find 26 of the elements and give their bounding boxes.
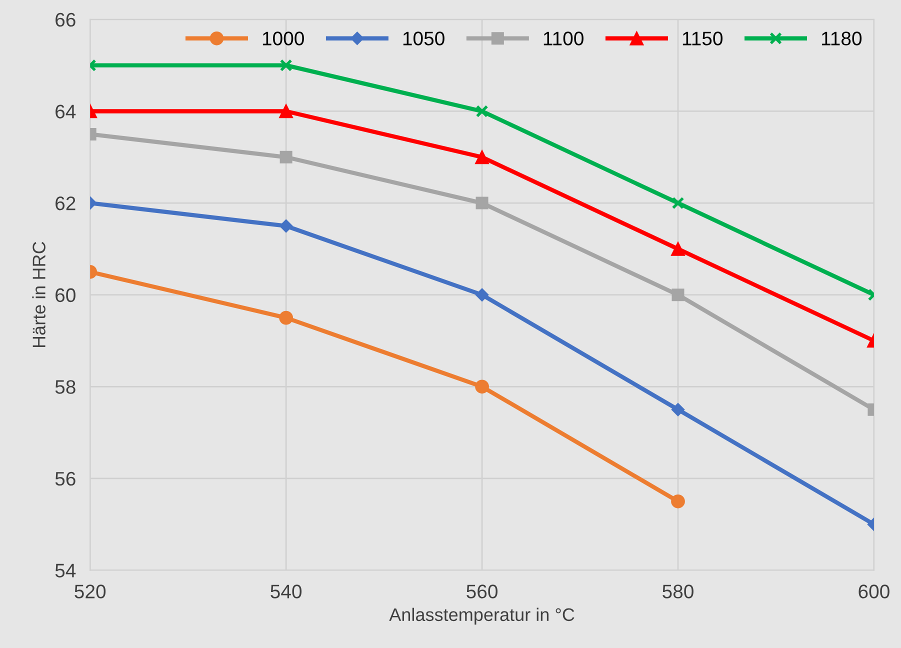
x-tick-label: 560 xyxy=(466,584,498,598)
point xyxy=(475,150,489,164)
legend-label: 1180 xyxy=(822,32,862,46)
y-tick-label: 54 xyxy=(55,564,76,578)
point xyxy=(476,196,488,210)
legend-label: 1000 xyxy=(262,32,304,46)
y-tick-label: 58 xyxy=(55,380,76,394)
point xyxy=(475,288,489,302)
x-axis-title: Anlasstemperatur in °C xyxy=(389,608,574,625)
y-tick-label: 64 xyxy=(56,104,76,118)
x-tick-label: 520 xyxy=(74,584,106,598)
legend-label: 1050 xyxy=(403,32,444,46)
y-tick-label: 56 xyxy=(55,472,76,486)
point xyxy=(279,310,294,325)
y-tick-label: 66 xyxy=(56,12,76,27)
x-tick-label: 580 xyxy=(662,584,694,598)
x-tick-label: 540 xyxy=(270,584,302,598)
point xyxy=(279,104,294,118)
legend-label: 1100 xyxy=(544,32,584,46)
point xyxy=(476,104,488,118)
point xyxy=(475,380,489,394)
x-tick-label: 600 xyxy=(858,584,890,598)
y-tick-label: 60 xyxy=(56,288,76,302)
y-axis-title: Härte in HRC xyxy=(32,242,46,348)
y-tick-label: 62 xyxy=(56,196,76,210)
legend-label: 1150 xyxy=(682,32,723,46)
